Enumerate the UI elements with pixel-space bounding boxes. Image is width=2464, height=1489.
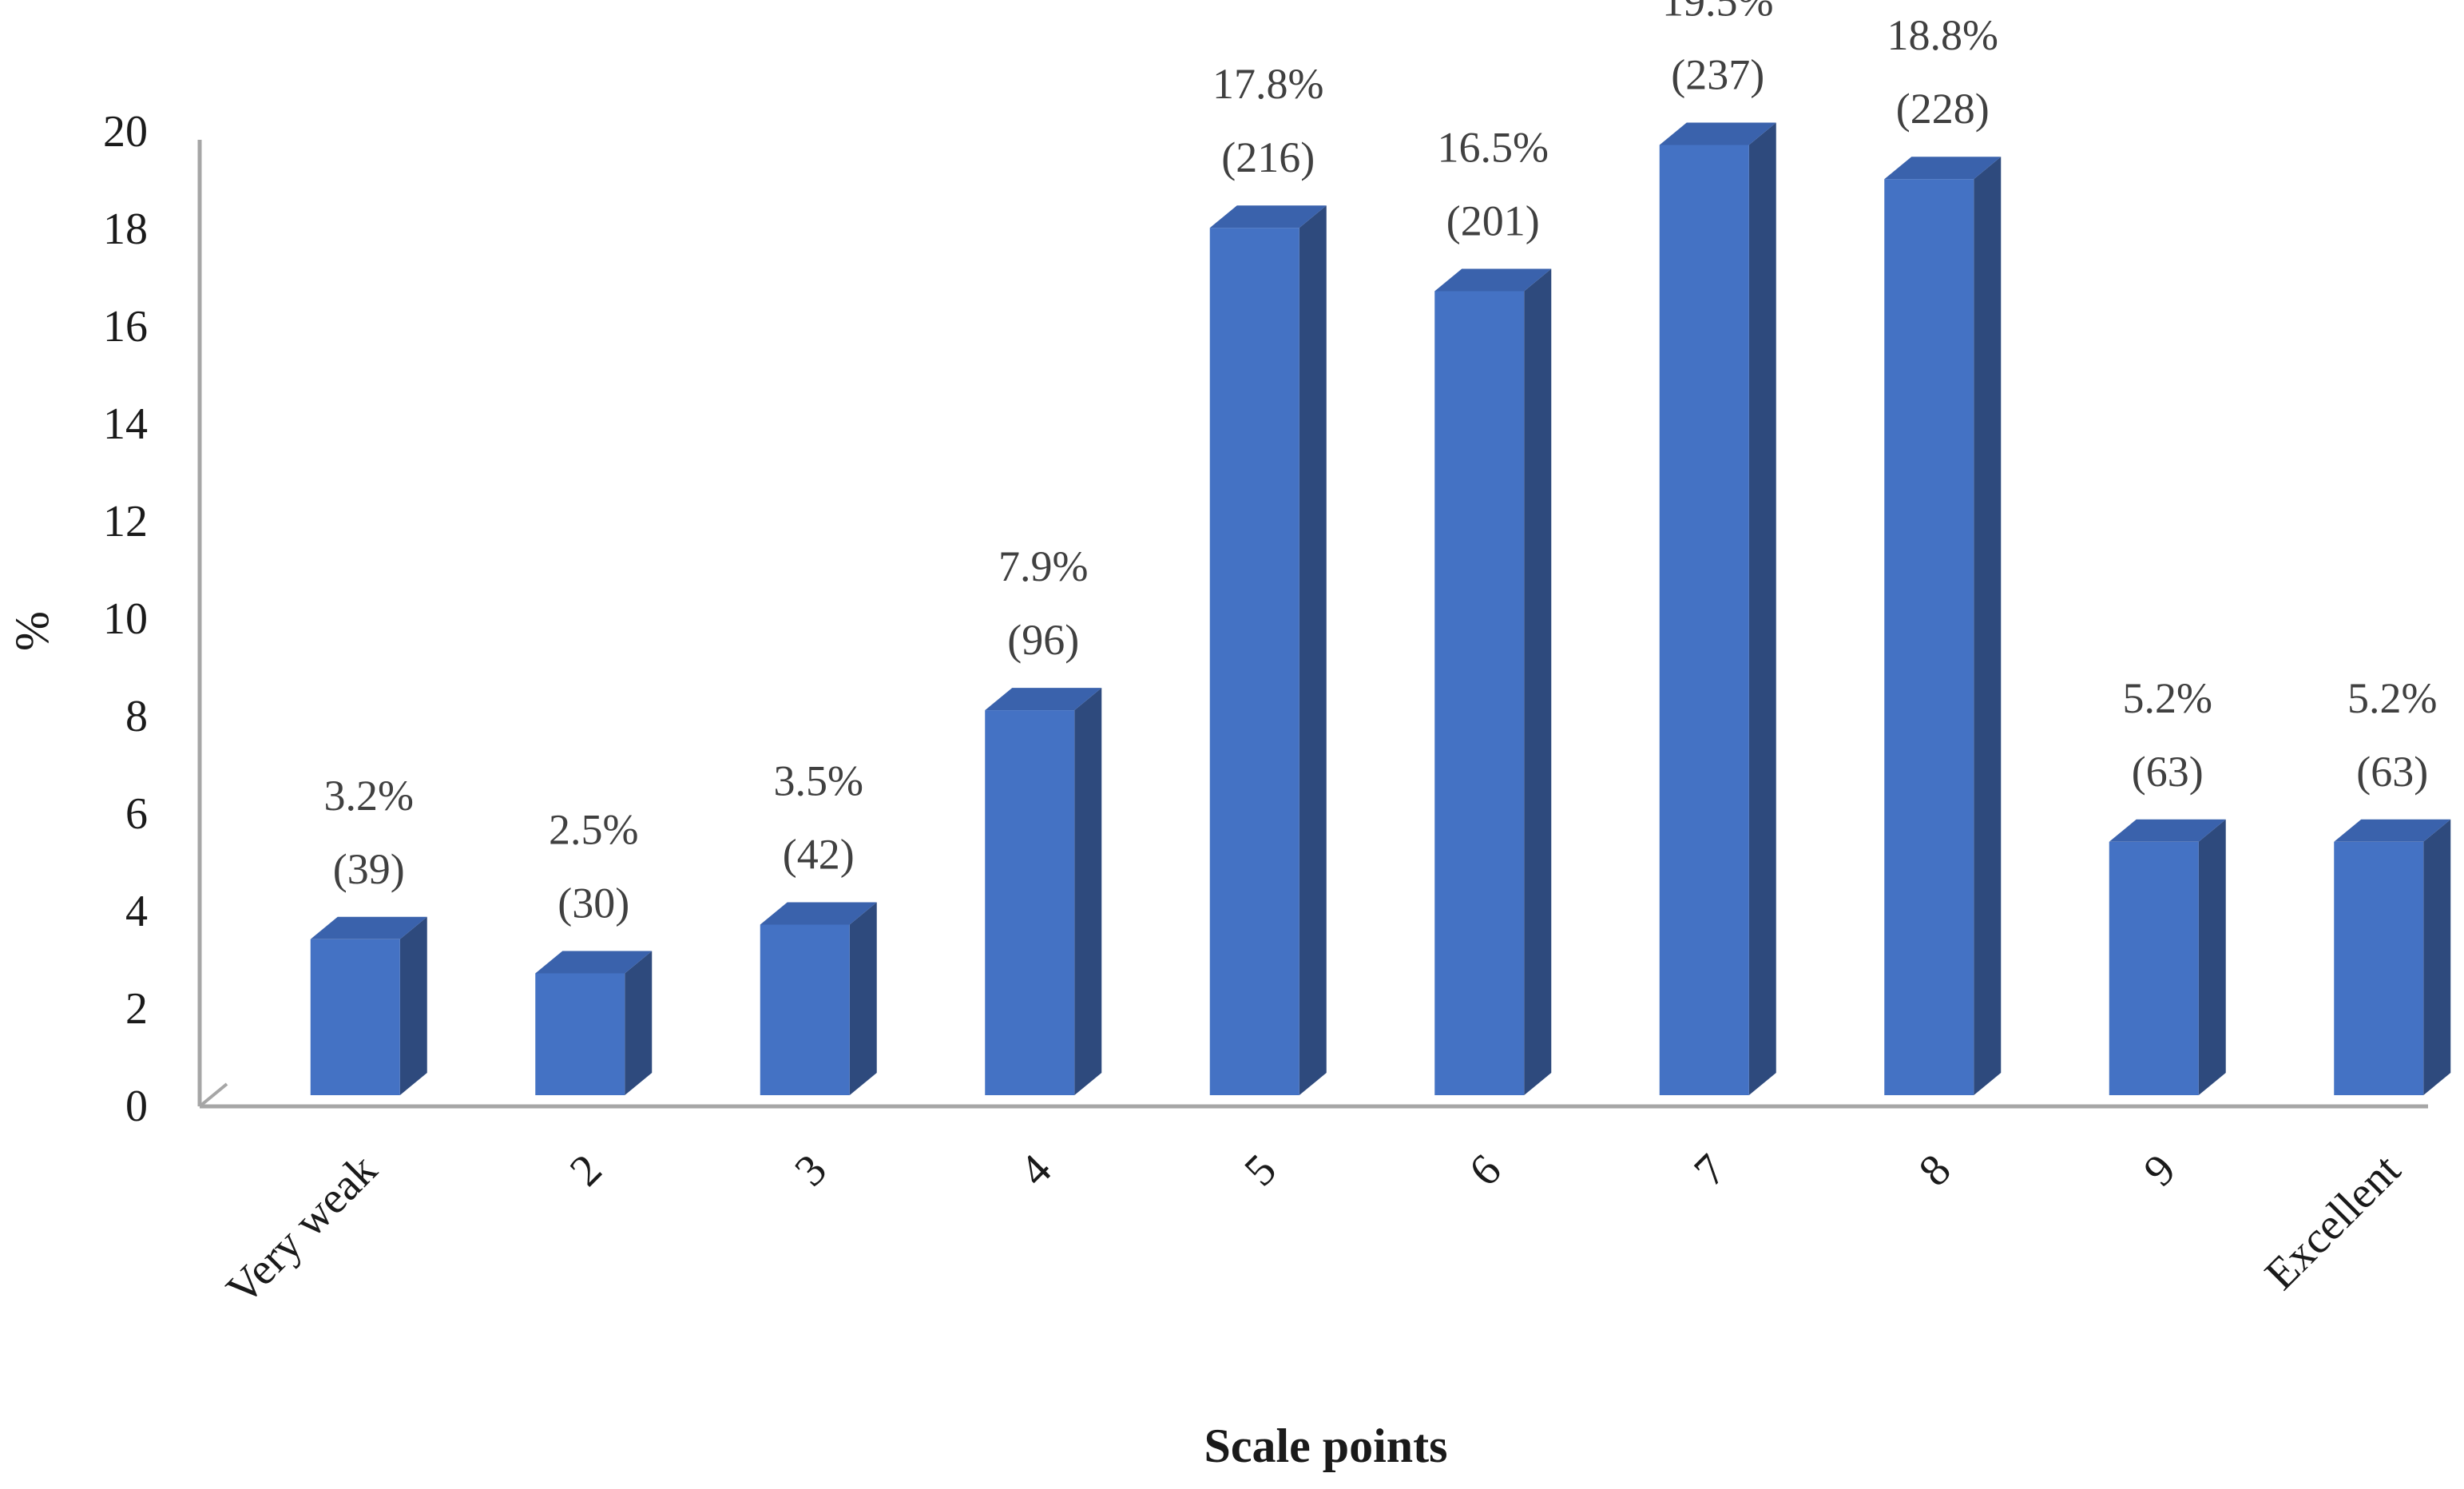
bar-top-face — [2109, 819, 2226, 842]
x-tick-label: 7 — [1684, 1145, 1736, 1196]
x-tick-label: 5 — [1235, 1145, 1286, 1196]
bar — [1659, 122, 1776, 1095]
bar — [2334, 819, 2451, 1095]
bars — [310, 122, 2451, 1096]
bar — [1884, 157, 2002, 1096]
data-label-percent: 16.5% — [1438, 124, 1549, 172]
y-tick-label: 2 — [125, 984, 148, 1034]
bar-side-face — [399, 916, 427, 1095]
data-label-count: (39) — [333, 845, 405, 893]
data-label-count: (63) — [2132, 748, 2204, 796]
bar-front-face — [2109, 841, 2199, 1095]
bar-front-face — [1659, 145, 1749, 1095]
bar-side-face — [2198, 819, 2226, 1095]
data-label-percent: 3.5% — [774, 757, 863, 805]
data-label-count: (30) — [557, 880, 629, 927]
y-axis-title: % — [6, 611, 58, 651]
bar-top-face — [985, 688, 1102, 711]
bar-top-face — [1434, 268, 1552, 292]
x-tick-label: 3 — [785, 1145, 836, 1196]
bar-top-face — [2334, 819, 2451, 842]
bar — [2109, 819, 2226, 1095]
y-tick-label: 12 — [103, 497, 148, 546]
bar — [985, 688, 1102, 1095]
bar-side-face — [1974, 157, 2002, 1096]
bar-top-face — [1884, 157, 2002, 180]
bar-top-face — [1659, 122, 1776, 145]
x-tick-label: 8 — [1910, 1145, 1961, 1196]
data-label-percent: 7.9% — [998, 542, 1088, 590]
x-tick-label: 2 — [561, 1145, 612, 1196]
data-label-count: (237) — [1671, 51, 1764, 99]
bar-side-face — [1299, 205, 1327, 1096]
data-labels: 3.2% (39) 2.5% (30) 3.5% (42) 7.9% (96) 17.8% (21… — [324, 0, 2438, 927]
y-tick-label: 10 — [103, 594, 148, 644]
y-tick-label: 8 — [125, 692, 148, 741]
bar-side-face — [1074, 688, 1102, 1095]
bar-side-face — [2423, 819, 2451, 1095]
bar-front-face — [1209, 228, 1299, 1096]
bar-side-face — [625, 951, 653, 1095]
bar-front-face — [310, 939, 400, 1095]
data-label-percent: 18.8% — [1887, 11, 1998, 59]
y-tick-label: 14 — [103, 399, 148, 449]
data-label-percent: 5.2% — [2123, 674, 2212, 722]
bar-front-face — [1884, 179, 1974, 1096]
x-tick-label: 9 — [2134, 1145, 2185, 1196]
x-tick-label: 4 — [1010, 1145, 1061, 1196]
data-label-percent: 17.8% — [1212, 60, 1323, 108]
y-tick-label: 6 — [125, 789, 148, 839]
y-tick-label: 4 — [125, 887, 148, 936]
data-label-count: (201) — [1446, 197, 1540, 245]
bar — [1209, 205, 1327, 1096]
data-label-percent: 19.5% — [1662, 0, 1773, 26]
data-label-percent: 3.2% — [324, 772, 414, 820]
bar-top-face — [535, 951, 653, 974]
bar — [535, 951, 653, 1095]
bar-front-face — [760, 924, 850, 1095]
bar-side-face — [1748, 122, 1776, 1095]
axis-floor-edge — [198, 1082, 228, 1108]
bar-top-face — [760, 902, 877, 925]
bar — [760, 902, 877, 1095]
y-tick-label: 20 — [103, 107, 148, 157]
bar-side-face — [1524, 268, 1552, 1095]
y-tick-label: 18 — [103, 204, 148, 254]
bar-front-face — [985, 710, 1075, 1095]
bar-top-face — [1209, 205, 1327, 228]
x-axis-title: Scale points — [1204, 1420, 1447, 1472]
y-tick-label: 16 — [103, 302, 148, 351]
bar — [1434, 268, 1552, 1095]
data-label-count: (216) — [1221, 133, 1315, 181]
y-tick-label: 0 — [125, 1082, 148, 1131]
x-tick-label: Very weak — [217, 1145, 387, 1314]
data-label-count: (96) — [1007, 616, 1079, 664]
data-label-count: (63) — [2356, 748, 2428, 796]
x-tick-label: 6 — [1460, 1145, 1511, 1196]
bar-side-face — [849, 902, 877, 1095]
x-tick-label: Excellent — [2256, 1145, 2410, 1300]
data-label-percent: 2.5% — [549, 806, 638, 854]
bar-front-face — [1434, 291, 1525, 1095]
bar — [310, 916, 427, 1095]
bar-front-face — [535, 973, 625, 1095]
bar-front-face — [2334, 841, 2424, 1095]
data-label-count: (228) — [1896, 85, 1990, 133]
data-label-count: (42) — [783, 831, 855, 879]
bar-top-face — [310, 916, 427, 939]
data-label-percent: 5.2% — [2347, 674, 2437, 722]
